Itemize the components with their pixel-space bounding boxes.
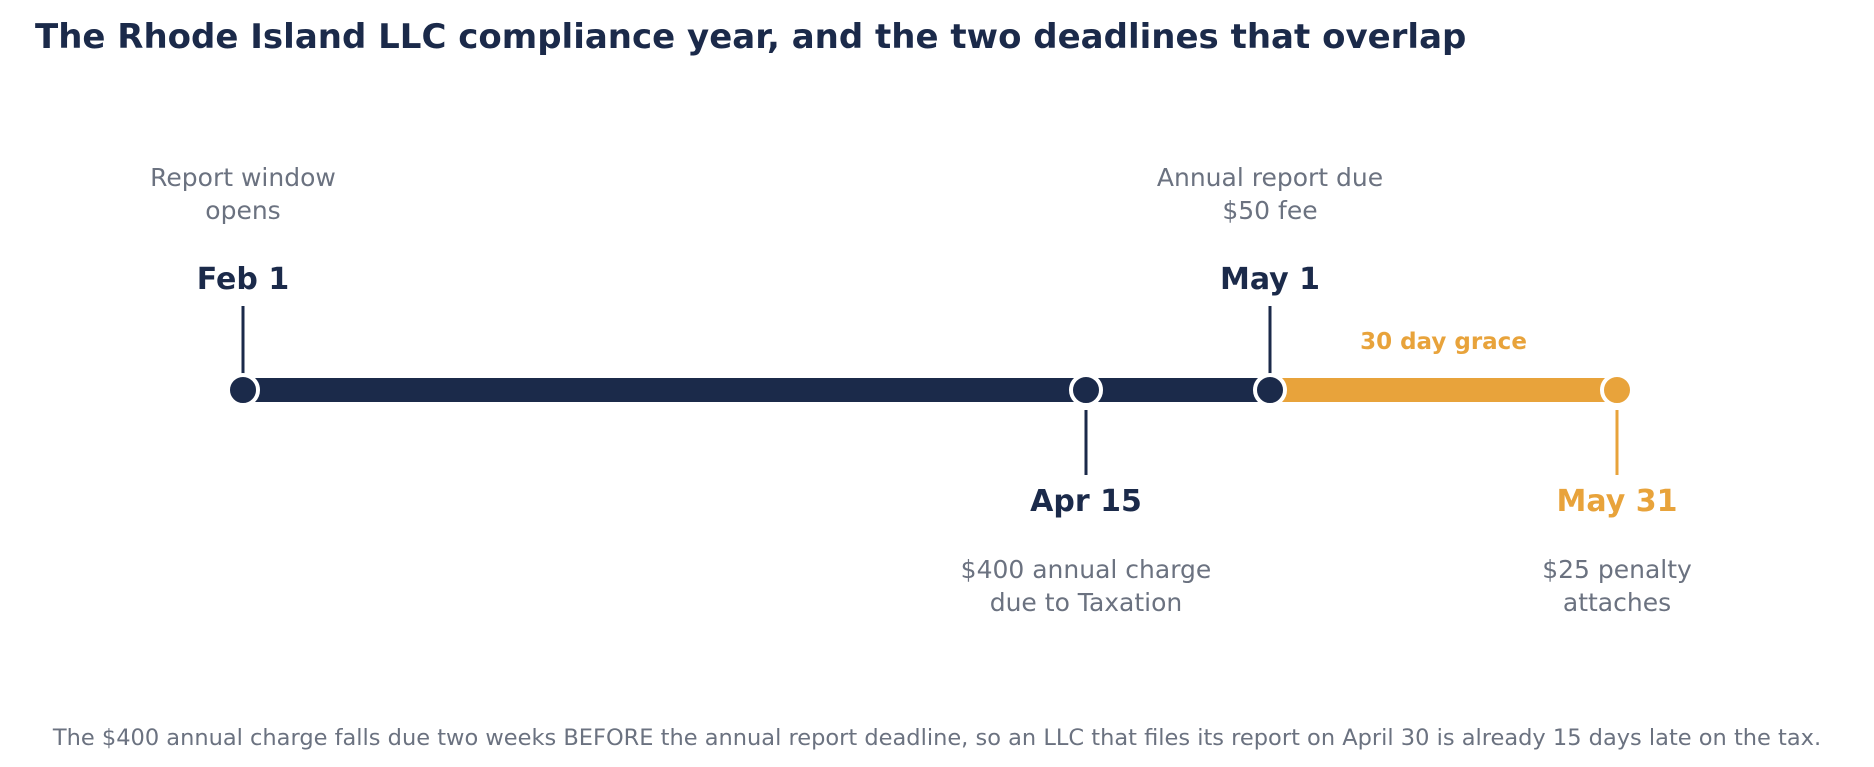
milestone-date: May 1 xyxy=(1220,262,1320,297)
timeline-track xyxy=(243,378,1617,402)
milestone-description: opens xyxy=(205,196,280,225)
milestone-marker xyxy=(226,373,260,407)
milestone-description: Report window xyxy=(150,163,336,192)
milestone-feb1: Feb 1 Report window opens xyxy=(150,163,336,407)
milestone-date: May 31 xyxy=(1557,484,1678,519)
timeline-main-segment xyxy=(243,378,1270,402)
milestone-marker xyxy=(1600,373,1634,407)
timeline-grace-segment xyxy=(1270,378,1617,402)
milestone-apr15: Apr 15 $400 annual charge due to Taxation xyxy=(961,373,1212,617)
milestone-may1: May 1 Annual report due $50 fee xyxy=(1157,163,1383,407)
milestone-description: $25 penalty xyxy=(1542,555,1692,584)
milestone-description: attaches xyxy=(1563,588,1671,617)
milestone-description: $400 annual charge xyxy=(961,555,1212,584)
page-title: The Rhode Island LLC compliance year, an… xyxy=(35,17,1466,57)
milestone-description: due to Taxation xyxy=(990,588,1183,617)
milestone-description: Annual report due xyxy=(1157,163,1383,192)
milestones: Feb 1 Report window opens Apr 15 $400 annual… xyxy=(150,163,1692,617)
milestone-may31: May 31 $25 penalty attaches xyxy=(1542,373,1692,617)
milestone-marker xyxy=(1253,373,1287,407)
milestone-date: Feb 1 xyxy=(197,262,289,297)
milestone-marker xyxy=(1069,373,1103,407)
milestone-date: Apr 15 xyxy=(1030,484,1142,519)
grace-period-label: 30 day grace xyxy=(1360,329,1527,355)
milestone-description: $50 fee xyxy=(1222,196,1317,225)
footnote: The $400 annual charge falls due two wee… xyxy=(52,725,1821,751)
